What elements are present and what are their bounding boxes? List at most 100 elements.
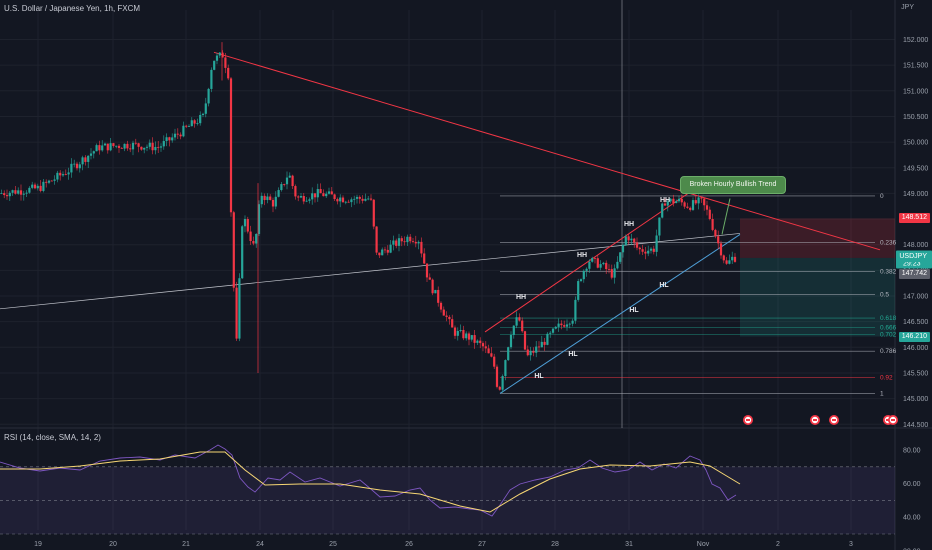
candle-body [207,88,210,104]
fib-level-label: 0.786 [880,348,897,355]
candle-body [484,346,487,349]
candle-body [445,315,448,317]
candle-body [372,199,375,227]
wave-label: HH [624,221,634,228]
candle-body [302,196,305,202]
take-profit-zone [740,257,895,337]
candle-body [285,177,289,185]
candle-body [495,366,499,387]
candle-body [140,146,143,150]
candle-body [241,226,244,279]
candle-body [383,249,387,251]
wave-label: HL [568,351,578,358]
price-tick-label: 148.000 [903,242,928,249]
time-tick-label: Nov [697,541,710,548]
candle-body [165,137,168,142]
candle-body [31,184,34,188]
candle-body [59,172,62,176]
candle-body [479,340,482,344]
candle-body [70,163,73,173]
candle-body [719,243,723,256]
fib-level-label: 0.702 [880,332,897,339]
candle-body [14,190,17,194]
candle-body [81,157,84,165]
candle-body [666,201,669,206]
candle-body [607,269,611,270]
candle-body [204,103,207,114]
candle-body [92,151,95,154]
candle-body [378,252,381,256]
rsi-tick-label: 80.00 [903,448,921,455]
rsi-tick-label: 40.00 [903,515,921,522]
fib-level-label: 0.5 [880,292,889,299]
price-tick-label: 146.500 [903,319,928,326]
candle-body [549,332,552,334]
candle-body [638,247,641,250]
candle-body [694,200,697,204]
candle-body [605,262,608,270]
candle-body [585,268,588,271]
candle-body [367,198,370,200]
wave-label: HH [660,197,670,204]
candle-body [260,195,263,205]
candle-body [347,201,350,203]
candle-body [339,197,342,202]
candle-body [238,278,241,339]
candle-body [252,241,255,244]
candle-body [389,244,392,253]
candle-body [196,123,199,124]
candle-body [568,323,571,325]
callout-note[interactable]: Broken Hourly Bullish Trend [680,176,786,194]
time-tick-label: 2 [776,541,780,548]
candle-body [308,199,311,201]
candle-body [717,236,720,244]
candle-body [465,333,468,339]
candle-body [675,201,678,204]
price-tick-label: 150.000 [903,140,928,147]
candle-body [243,219,247,227]
price-tick-label: 144.500 [903,422,928,429]
candle-body [663,203,667,206]
wave-label: HL [629,307,639,314]
economic-event-icon[interactable] [810,415,820,425]
candle-body [176,133,179,135]
time-tick-label: 26 [405,541,413,548]
candle-body [210,69,213,89]
candle-body [518,317,521,321]
economic-event-icon[interactable] [829,415,839,425]
candle-body [504,360,507,377]
candle-body [591,258,594,262]
economic-event-icon[interactable] [743,415,753,425]
candle-body [101,145,104,151]
economic-event-icon[interactable] [888,415,898,425]
candle-body [523,331,527,350]
candle-body [218,52,221,56]
candle-body [246,219,249,232]
rsi-tick-label: 20.00 [903,548,921,550]
candle-body [728,260,731,264]
candle-body [50,180,53,182]
countdown-label: 29:23 [903,261,921,268]
rsi-pane: 80.00 60.00 40.00 20.00 [0,444,921,550]
candle-body [397,238,401,246]
candle-body [557,323,560,327]
candle-body [134,142,137,144]
candle-body [610,269,613,278]
candle-body [677,198,681,202]
candle-body [395,240,398,246]
candle-body [185,125,188,127]
time-axis[interactable]: 19 20 21 24 25 26 27 28 31 Nov 2 3 [34,541,853,548]
event-markers[interactable] [743,415,898,425]
candle-body [288,175,291,178]
price-tick-label: 147.000 [903,294,928,301]
candle-body [333,194,336,200]
candle-body [78,164,81,169]
candle-body [249,231,252,242]
candle-body [151,142,154,151]
candle-body [565,324,569,327]
rsi-indicator-title[interactable]: RSI (14, close, SMA, 14, 2) [4,433,101,442]
candle-body [546,333,549,345]
candle-body [344,201,347,203]
candle-body [137,143,140,147]
